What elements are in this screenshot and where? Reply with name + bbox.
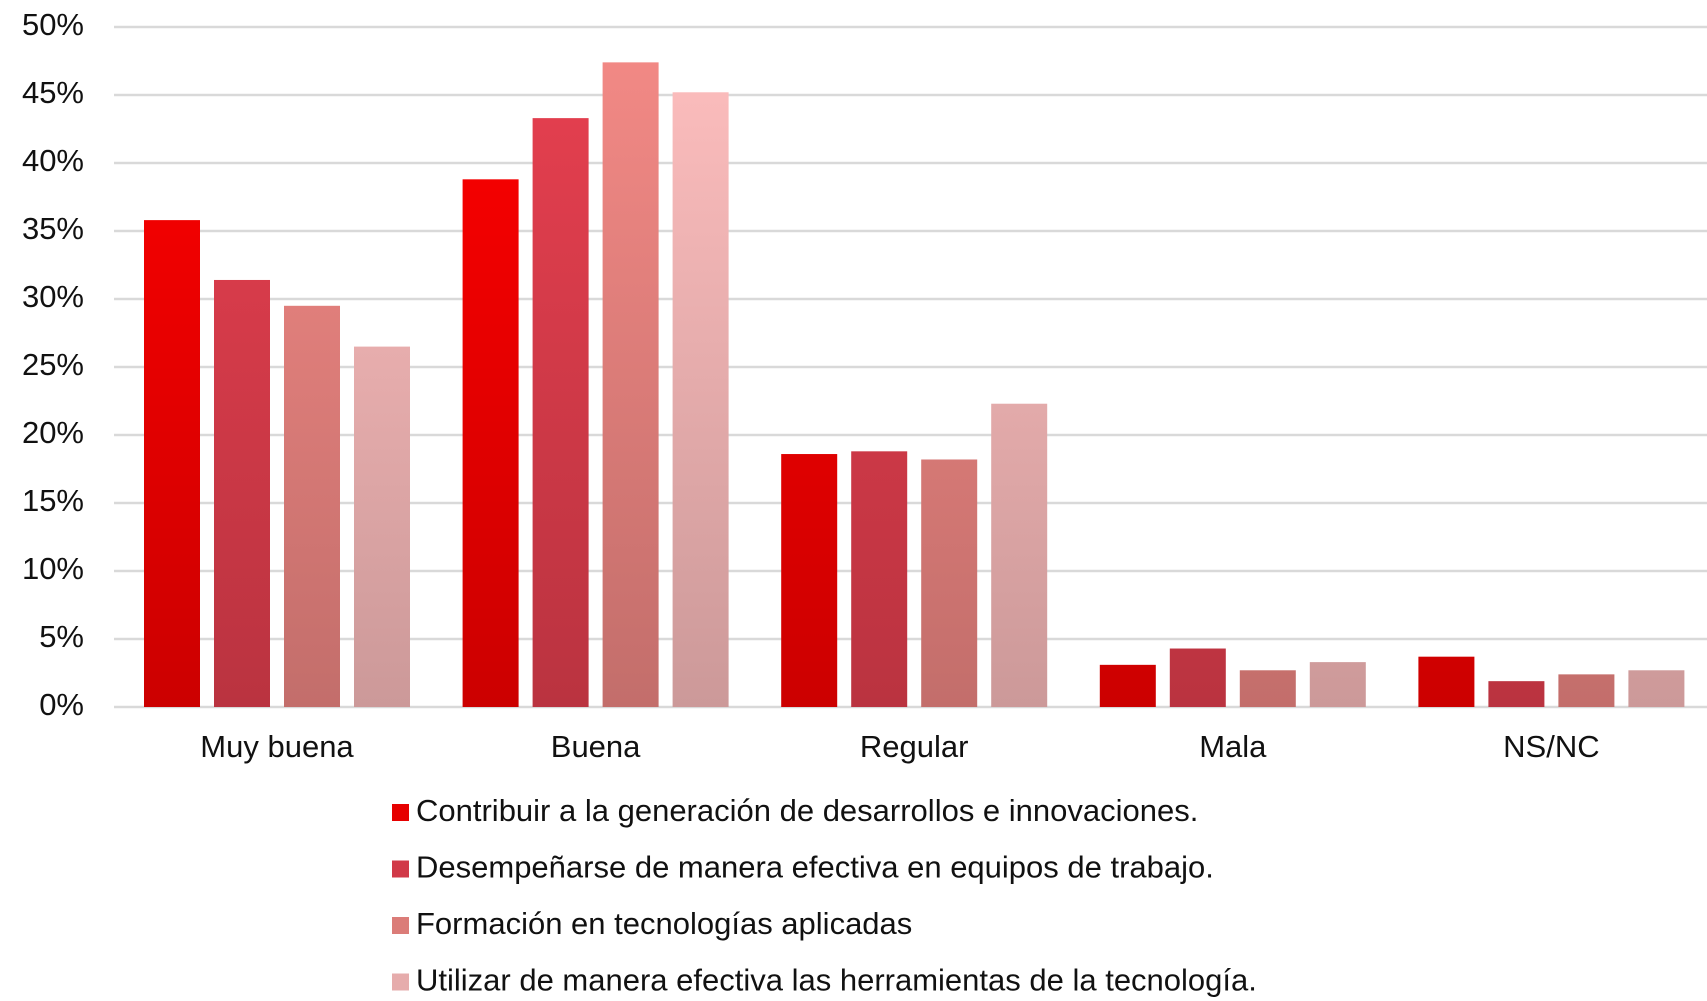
bar: [602, 62, 659, 708]
x-tick-label: Mala: [1199, 729, 1267, 764]
bar: [1558, 674, 1615, 707]
legend-label: Desempeñarse de manera efectiva en equip…: [416, 850, 1214, 885]
bar: [532, 118, 589, 708]
bar: [1169, 648, 1226, 707]
y-tick-label: 25%: [22, 347, 84, 382]
bar: [1418, 656, 1475, 707]
y-tick-label: 10%: [22, 551, 84, 586]
bar: [1099, 664, 1156, 707]
bar: [921, 459, 978, 707]
x-tick-label: Buena: [551, 729, 641, 764]
y-tick-label: 50%: [22, 7, 84, 42]
y-tick-label: 35%: [22, 211, 84, 246]
y-tick-label: 40%: [22, 143, 84, 178]
bar: [1488, 681, 1545, 707]
legend-swatch-fill: [392, 973, 409, 991]
legend-swatch-fill: [392, 917, 409, 934]
legend-swatch-fill: [392, 860, 409, 878]
y-tick-label: 5%: [39, 619, 84, 654]
bar: [1309, 662, 1366, 707]
legend-swatch-fill: [392, 804, 409, 821]
bar: [991, 403, 1048, 707]
y-tick-label: 15%: [22, 483, 84, 518]
bar: [214, 279, 270, 707]
bar: [1239, 670, 1296, 707]
bar: [284, 305, 340, 707]
y-tick-label: 20%: [22, 415, 84, 450]
legend-label: Contribuir a la generación de desarrollo…: [416, 793, 1198, 828]
y-tick-label: 0%: [39, 687, 84, 722]
legend-label: Formación en tecnologías aplicadas: [416, 906, 912, 941]
bar: [144, 220, 200, 707]
x-tick-label: NS/NC: [1503, 729, 1599, 764]
bar: [462, 179, 519, 707]
bar: [354, 346, 410, 707]
y-tick-label: 30%: [22, 279, 84, 314]
bar: [1628, 670, 1685, 707]
y-tick-label: 45%: [22, 75, 84, 110]
x-tick-label: Regular: [860, 729, 969, 764]
x-tick-label: Muy buena: [200, 729, 354, 764]
bar: [781, 454, 838, 707]
bar: [672, 92, 729, 707]
legend-label: Utilizar de manera efectiva las herramie…: [416, 963, 1257, 998]
bar: [851, 451, 908, 707]
